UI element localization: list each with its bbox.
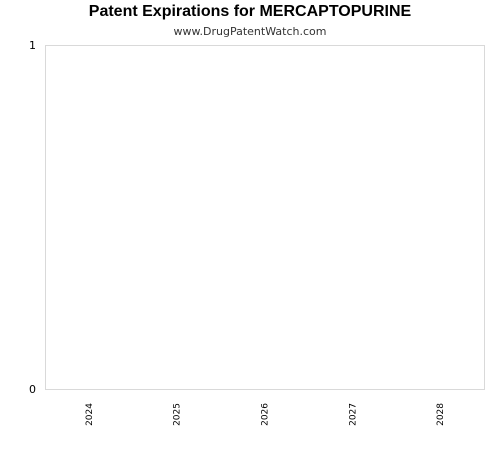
- x-axis-ticks: 2024 2025 2026 2027 2028: [85, 403, 446, 426]
- x-tick-label: 2027: [348, 403, 358, 426]
- x-tick-label: 2028: [436, 403, 446, 426]
- y-axis-ticks: 01: [29, 39, 36, 396]
- chart-subtitle: www.DrugPatentWatch.com: [173, 25, 327, 38]
- y-tick-label: 1: [29, 39, 36, 52]
- x-tick-label: 2025: [173, 403, 183, 426]
- chart-title: Patent Expirations for MERCAPTOPURINE: [88, 3, 412, 20]
- y-tick-label: 0: [29, 383, 36, 396]
- plot-area: [45, 45, 485, 390]
- x-tick-label: 2024: [85, 403, 95, 426]
- x-tick-label: 2026: [261, 403, 271, 426]
